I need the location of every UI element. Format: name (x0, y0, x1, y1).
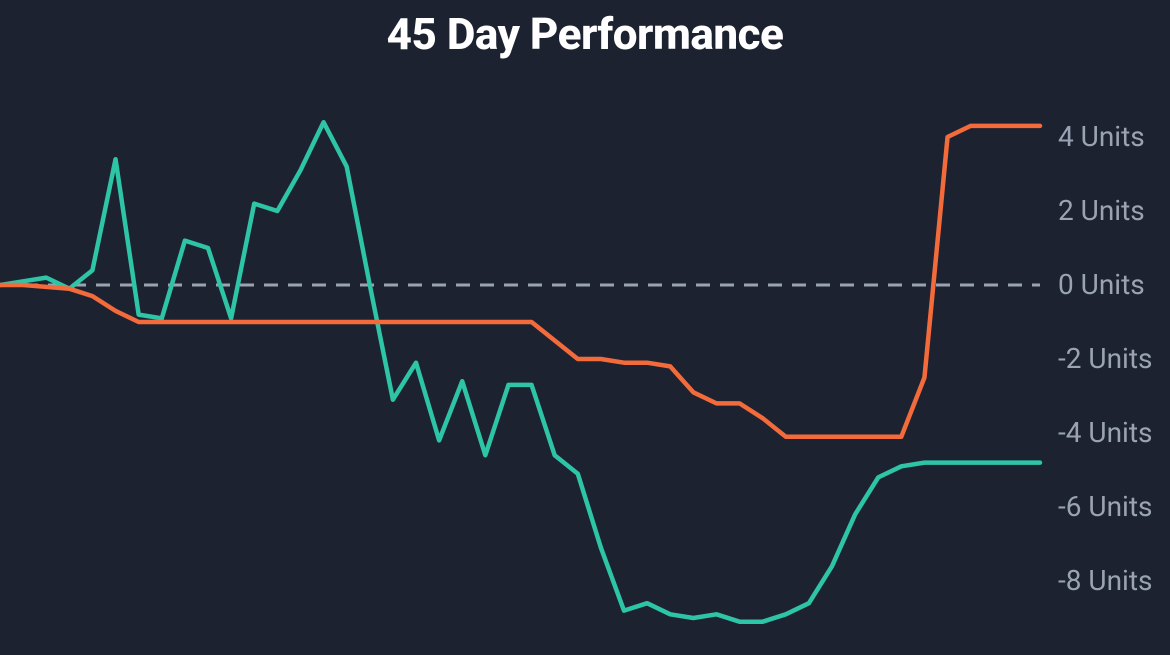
performance-chart (0, 0, 1170, 655)
ytick-label: -6 Units (1058, 490, 1152, 523)
series-green (0, 122, 1040, 622)
ytick-label: 4 Units (1058, 120, 1145, 153)
ytick-label: -4 Units (1058, 416, 1152, 449)
ytick-label: 0 Units (1058, 268, 1145, 301)
ytick-label: 2 Units (1058, 194, 1145, 227)
series-orange (0, 126, 1040, 437)
ytick-label: -2 Units (1058, 342, 1152, 375)
ytick-label: -8 Units (1058, 564, 1152, 597)
